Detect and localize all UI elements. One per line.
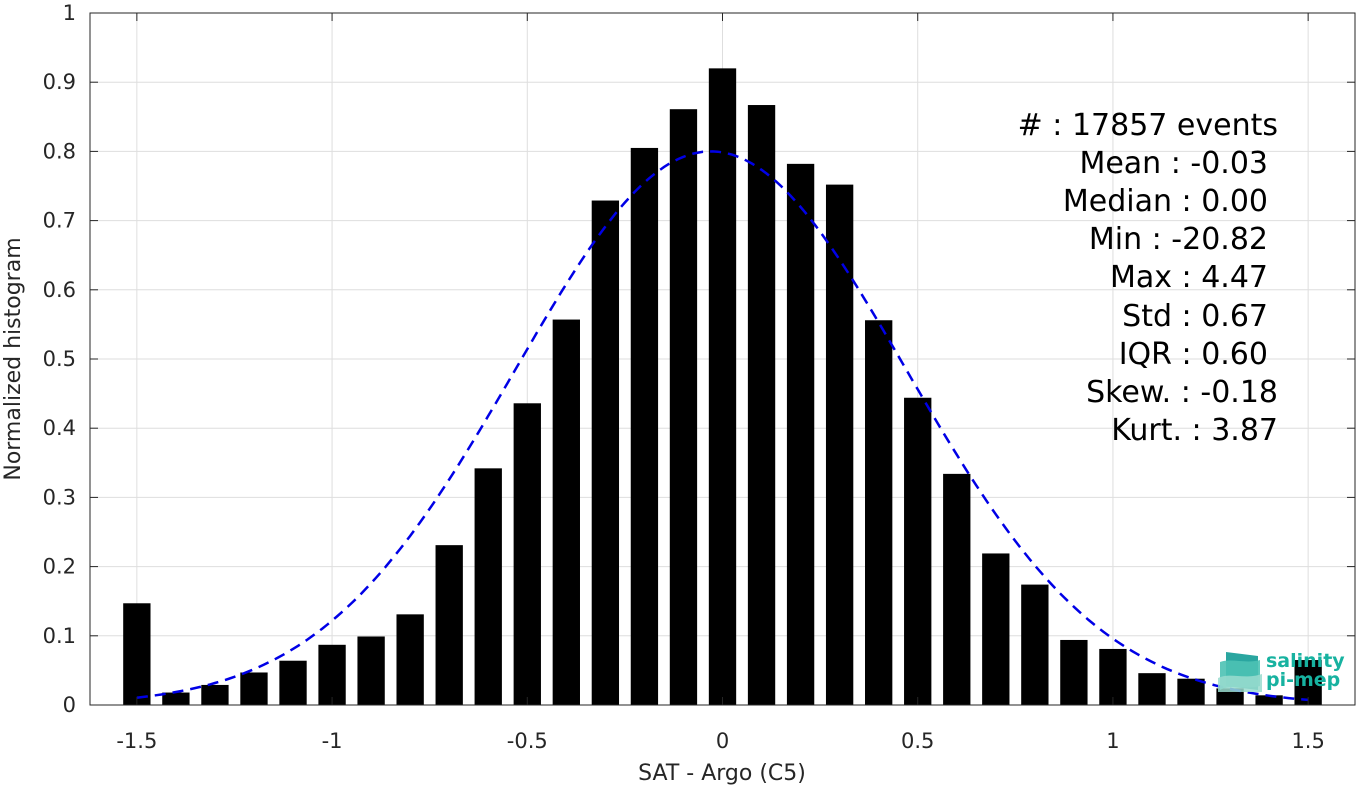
y-axis-ticks: 0 0.1 0.2 0.3 0.4 0.5 0.6 0.7 0.8 0.9 1 (43, 1, 1355, 717)
histogram-bar (513, 403, 541, 705)
stat-mean: Mean : -0.03 (1079, 146, 1268, 181)
histogram-bar (1216, 688, 1244, 705)
stat-kurtosis: Kurt. : 3.87 (1111, 413, 1278, 448)
y-tick-label: 0.8 (43, 139, 76, 163)
y-tick-label: 0.1 (43, 624, 76, 648)
histogram-bar (708, 68, 737, 706)
histogram-bar (201, 684, 229, 705)
stat-iqr: IQR : 0.60 (1119, 337, 1268, 372)
y-tick-label: 0.2 (43, 555, 76, 579)
logo-text-salinity: salinity (1266, 650, 1345, 672)
x-tick-label: 1 (1106, 729, 1119, 753)
bars (123, 68, 1322, 706)
y-tick-label: 0.3 (43, 485, 76, 509)
x-tick-label: -0.5 (507, 729, 548, 753)
y-tick-label: 0 (63, 693, 76, 717)
y-tick-label: 1 (63, 1, 76, 25)
histogram-bar (591, 200, 620, 706)
y-tick-label: 0.5 (43, 347, 76, 371)
x-tick-label: -1 (322, 729, 343, 753)
stat-min: Min : -20.82 (1089, 222, 1268, 257)
stats-box: # : 17857 events Mean : -0.03 Median : 0… (1018, 108, 1278, 448)
histogram-bar (240, 672, 268, 705)
histogram-bar (1099, 648, 1127, 705)
y-tick-label: 0.4 (43, 416, 76, 440)
histogram-bar (123, 603, 151, 705)
y-tick-label: 0.7 (43, 209, 76, 233)
histogram-bar (904, 397, 932, 705)
histogram-bar (552, 319, 580, 705)
y-axis-title: Normalized histogram (1, 237, 26, 480)
histogram-bar (279, 660, 307, 705)
histogram-bar (982, 553, 1010, 705)
histogram-bar (1060, 639, 1088, 705)
wave-logo-icon (1218, 652, 1262, 692)
histogram-bar (318, 644, 346, 705)
histogram-bar (747, 105, 776, 705)
histogram-bar (474, 468, 502, 705)
x-tick-label: 0 (716, 729, 729, 753)
histogram-bar (1021, 584, 1049, 705)
histogram-bar (865, 320, 893, 705)
y-tick-label: 0.6 (43, 278, 76, 302)
histogram-bar (825, 184, 854, 706)
x-axis-ticks: -1.5 -1 -0.5 0 0.5 1 1.5 (116, 13, 1325, 753)
histogram-bar (630, 147, 659, 705)
salinity-pimep-logo: salinity pi-mep (1218, 650, 1345, 692)
histogram-bar (396, 614, 424, 705)
histogram-bar (1177, 678, 1205, 705)
histogram-bar (943, 473, 971, 705)
y-tick-label: 0.9 (43, 70, 76, 94)
histogram-bar (435, 545, 463, 705)
logo-text-pimep: pi-mep (1266, 669, 1340, 691)
stat-median: Median : 0.00 (1063, 184, 1268, 219)
stat-count: # : 17857 events (1018, 108, 1278, 143)
histogram-bar (162, 692, 190, 705)
histogram-bar (1138, 673, 1166, 705)
histogram-bar (357, 636, 385, 705)
x-tick-label: 0.5 (901, 729, 934, 753)
x-tick-label: -1.5 (116, 729, 157, 753)
histogram-bar (786, 163, 815, 705)
stat-std: Std : 0.67 (1122, 299, 1268, 334)
histogram-bar (669, 109, 698, 706)
stat-skewness: Skew. : -0.18 (1086, 375, 1278, 410)
x-tick-label: 1.5 (1291, 729, 1324, 753)
histogram-bar (1255, 695, 1283, 705)
stat-max: Max : 4.47 (1110, 260, 1268, 295)
x-axis-title: SAT - Argo (C5) (638, 761, 806, 786)
